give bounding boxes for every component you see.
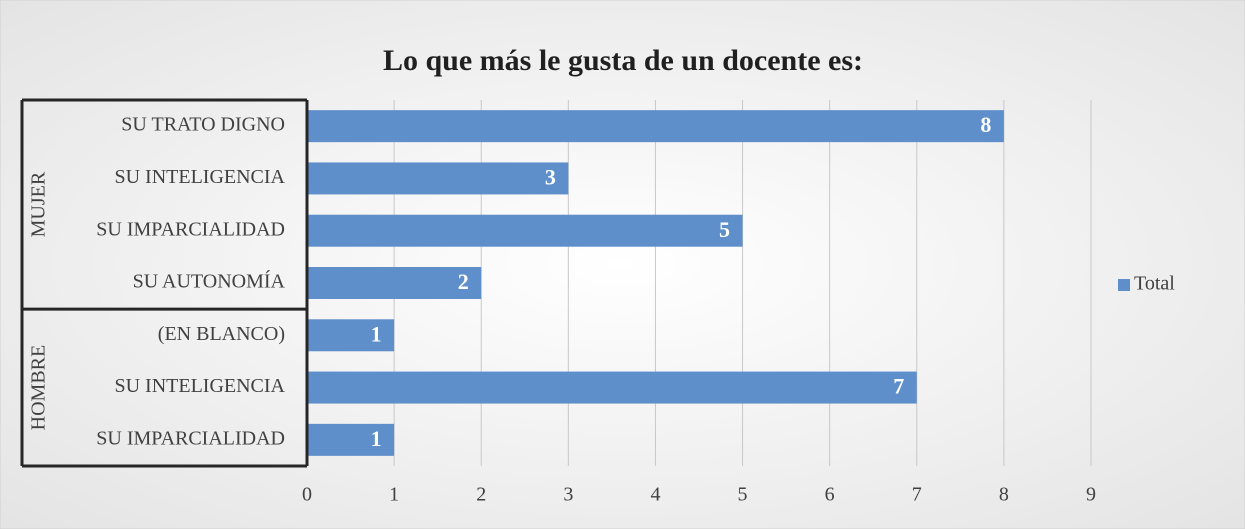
x-tick-label: 7 [912, 484, 922, 506]
y-tick-label: SU INTELIGENCIA [114, 375, 285, 397]
x-tick-label: 4 [650, 484, 660, 506]
data-label: 5 [719, 217, 730, 242]
legend-swatch [1118, 279, 1130, 291]
chart-title: Lo que más le gusta de un docente es: [383, 44, 863, 77]
data-label: 3 [545, 164, 556, 189]
legend-label: Total [1134, 273, 1175, 295]
y-tick-label: SU INTELIGENCIA [114, 166, 285, 188]
bar [307, 371, 917, 404]
x-tick-label: 1 [389, 484, 399, 506]
data-label: 8 [980, 112, 991, 137]
x-tick-label: 9 [1086, 484, 1096, 506]
data-label: 1 [371, 426, 382, 451]
x-tick-label: 3 [563, 484, 573, 506]
y-tick-label: SU AUTONOMÍA [133, 270, 286, 293]
y-tick-label: SU IMPARCIALIDAD [96, 218, 285, 240]
data-label: 1 [371, 321, 382, 346]
group-label: HOMBRE [28, 345, 50, 431]
bar [307, 267, 482, 299]
bar [307, 319, 395, 352]
group-label: MUJER [28, 171, 50, 237]
data-label: 2 [458, 269, 469, 294]
bar [307, 423, 395, 456]
y-tick-label: (EN BLANCO) [158, 323, 285, 345]
x-tick-label: 8 [999, 484, 1009, 506]
bar [307, 214, 743, 247]
data-label: 7 [893, 374, 904, 399]
x-tick-label: 2 [476, 484, 486, 506]
y-tick-label: SU IMPARCIALIDAD [96, 427, 285, 449]
bar [307, 110, 1004, 143]
x-tick-label: 0 [302, 484, 312, 506]
y-tick-label: SU TRATO DIGNO [121, 114, 285, 136]
x-tick-label: 5 [738, 484, 748, 506]
x-tick-label: 6 [825, 484, 835, 506]
bar [307, 162, 569, 195]
